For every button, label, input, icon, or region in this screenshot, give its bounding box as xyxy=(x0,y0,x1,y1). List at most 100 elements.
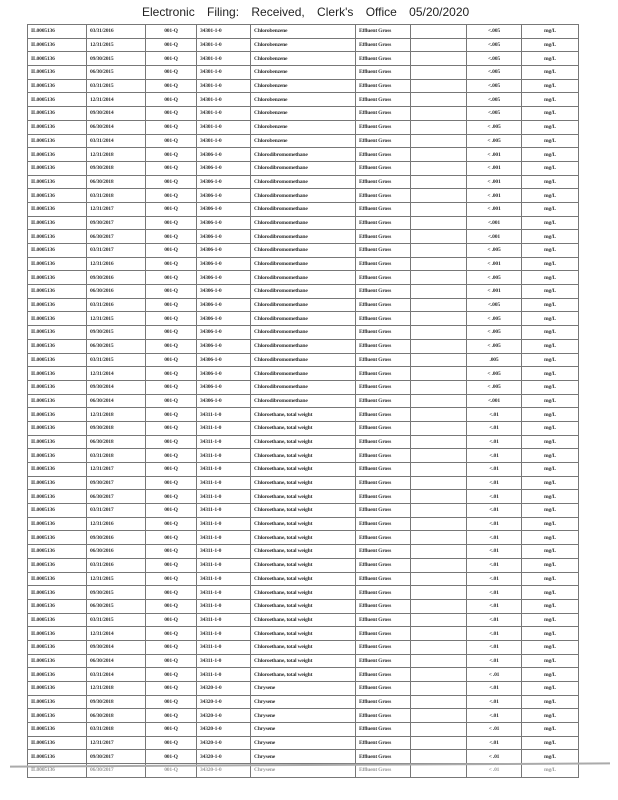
period-end-date-cell: 12/31/2015 xyxy=(86,571,146,587)
parameter-code-cell: 34306-1-0 xyxy=(196,160,251,176)
permit-id-cell: IL0005136 xyxy=(27,133,87,149)
parameter-code-cell: 34311-1-0 xyxy=(196,448,251,463)
units-cell: mg/L xyxy=(521,516,579,532)
permit-id-cell: IL0005136 xyxy=(27,708,87,724)
outfall-code-cell: 001-Q xyxy=(145,544,197,559)
permit-id-cell: IL0005136 xyxy=(27,325,87,340)
table-row: IL0005136 12/31/2015 001-Q 34301-1-0 Chlorob… xyxy=(27,37,579,53)
blank-cell-cell xyxy=(410,516,467,532)
units-cell: mg/L xyxy=(521,188,579,203)
units-cell: mg/L xyxy=(521,92,579,108)
monitoring-location-cell: Effluent Gross xyxy=(355,544,411,559)
period-end-date-cell: 12/31/2016 xyxy=(86,516,146,532)
outfall-code-cell: 001-Q xyxy=(145,188,197,203)
permit-id-cell: IL0005136 xyxy=(27,147,87,162)
table-row: IL0005136 03/31/2016 001-Q 34306-1-0 Chlorod… xyxy=(27,297,579,313)
permit-id-cell: IL0005136 xyxy=(27,352,87,368)
blank-cell-cell xyxy=(410,462,467,477)
parameter-name-cell: Chrysene xyxy=(250,708,356,724)
outfall-code-cell: 001-Q xyxy=(145,530,197,546)
blank-cell-cell xyxy=(410,694,467,710)
parameter-code-cell: 34311-1-0 xyxy=(196,544,251,559)
outfall-code-cell: 001-Q xyxy=(145,297,197,313)
permit-id-cell: IL0005136 xyxy=(27,119,87,135)
parameter-code-cell: 34306-1-0 xyxy=(196,311,251,327)
period-end-date-cell: 09/30/2015 xyxy=(86,325,146,340)
parameter-name-cell: Chlorobenzene xyxy=(250,133,356,149)
monitoring-location-cell: Effluent Gross xyxy=(355,667,411,682)
permit-id-cell: IL0005136 xyxy=(27,557,87,573)
period-end-date-cell: 03/31/2017 xyxy=(86,503,146,518)
monitoring-location-cell: Effluent Gross xyxy=(355,749,411,765)
units-cell: mg/L xyxy=(521,51,579,67)
table-row: IL0005136 12/31/2015 001-Q 34306-1-0 Chlorod… xyxy=(27,311,579,327)
monitoring-location-cell: Effluent Gross xyxy=(355,201,411,217)
permit-id-cell: IL0005136 xyxy=(27,735,87,751)
parameter-name-cell: Chlorodibromomethane xyxy=(250,297,356,313)
result-value-cell: < .001 xyxy=(466,147,522,162)
outfall-code-cell: 001-Q xyxy=(145,598,197,614)
result-value-cell: <.005 xyxy=(466,78,522,94)
period-end-date-cell: 06/30/2018 xyxy=(86,708,146,724)
monitoring-location-cell: Effluent Gross xyxy=(355,352,411,368)
table-row: IL0005136 12/31/2016 001-Q 34306-1-0 Chlorod… xyxy=(27,256,579,272)
monitoring-location-cell: Effluent Gross xyxy=(355,215,411,231)
blank-cell-cell xyxy=(410,763,467,778)
monitoring-location-cell: Effluent Gross xyxy=(355,37,411,53)
parameter-code-cell: 34320-1-0 xyxy=(196,708,251,724)
permit-id-cell: IL0005136 xyxy=(27,462,87,477)
result-value-cell: < .001 xyxy=(466,284,522,299)
permit-id-cell: IL0005136 xyxy=(27,448,87,463)
table-row: IL0005136 03/31/2015 001-Q 34301-1-0 Chlorob… xyxy=(27,78,579,94)
parameter-code-cell: 34311-1-0 xyxy=(196,407,251,422)
blank-cell-cell xyxy=(410,188,467,203)
parameter-name-cell: Chlorodibromomethane xyxy=(250,229,356,244)
period-end-date-cell: 03/31/2014 xyxy=(86,667,146,682)
parameter-name-cell: Chloroethane, total weight xyxy=(250,407,356,422)
parameter-code-cell: 34306-1-0 xyxy=(196,379,251,395)
outfall-code-cell: 001-Q xyxy=(145,557,197,573)
parameter-code-cell: 34311-1-0 xyxy=(196,598,251,614)
monitoring-location-cell: Effluent Gross xyxy=(355,434,411,450)
permit-id-cell: IL0005136 xyxy=(27,188,87,203)
period-end-date-cell: 03/31/2017 xyxy=(86,243,146,258)
blank-cell-cell xyxy=(410,92,467,108)
units-cell: mg/L xyxy=(521,133,579,149)
result-value-cell: < .005 xyxy=(466,379,522,395)
table-row: IL0005136 09/30/2017 001-Q 34311-1-0 Chloroe… xyxy=(27,475,579,491)
result-value-cell: <.01 xyxy=(466,462,522,477)
monitoring-location-cell: Effluent Gross xyxy=(355,133,411,149)
table-row: IL0005136 03/31/2014 001-Q 34311-1-0 Chloroe… xyxy=(27,667,579,682)
table-row: IL0005136 06/30/2016 001-Q 34311-1-0 Chloroe… xyxy=(27,544,579,559)
result-value-cell: <.01 xyxy=(466,420,522,436)
result-value-cell: <.01 xyxy=(466,448,522,463)
outfall-code-cell: 001-Q xyxy=(145,65,197,80)
outfall-code-cell: 001-Q xyxy=(145,434,197,450)
permit-id-cell: IL0005136 xyxy=(27,420,87,436)
parameter-name-cell: Chlorobenzene xyxy=(250,92,356,108)
monitoring-location-cell: Effluent Gross xyxy=(355,585,411,600)
period-end-date-cell: 03/31/2015 xyxy=(86,352,146,368)
result-value-cell: <.005 xyxy=(466,65,522,80)
permit-id-cell: IL0005136 xyxy=(27,489,87,505)
permit-id-cell: IL0005136 xyxy=(27,639,87,655)
period-end-date-cell: 09/30/2014 xyxy=(86,639,146,655)
monitoring-location-cell: Effluent Gross xyxy=(355,325,411,340)
outfall-code-cell: 001-Q xyxy=(145,160,197,176)
parameter-code-cell: 34306-1-0 xyxy=(196,325,251,340)
table-row: IL0005136 09/30/2017 001-Q 34320-1-0 Chrysen… xyxy=(27,749,579,765)
permit-id-cell: IL0005136 xyxy=(27,92,87,108)
blank-cell-cell xyxy=(410,106,467,121)
monitoring-location-cell: Effluent Gross xyxy=(355,188,411,203)
result-value-cell: <.01 xyxy=(466,571,522,587)
permit-id-cell: IL0005136 xyxy=(27,243,87,258)
table-row: IL0005136 06/30/2015 001-Q 34311-1-0 Chloroe… xyxy=(27,598,579,614)
period-end-date-cell: 12/31/2014 xyxy=(86,626,146,641)
outfall-code-cell: 001-Q xyxy=(145,585,197,600)
outfall-code-cell: 001-Q xyxy=(145,106,197,121)
filing-stamp: Electronic Filing: Received, Clerk's Off… xyxy=(142,5,470,19)
result-value-cell: < .001 xyxy=(466,188,522,203)
result-value-cell: <.01 xyxy=(466,489,522,505)
units-cell: mg/L xyxy=(521,653,579,669)
monitoring-location-cell: Effluent Gross xyxy=(355,284,411,299)
